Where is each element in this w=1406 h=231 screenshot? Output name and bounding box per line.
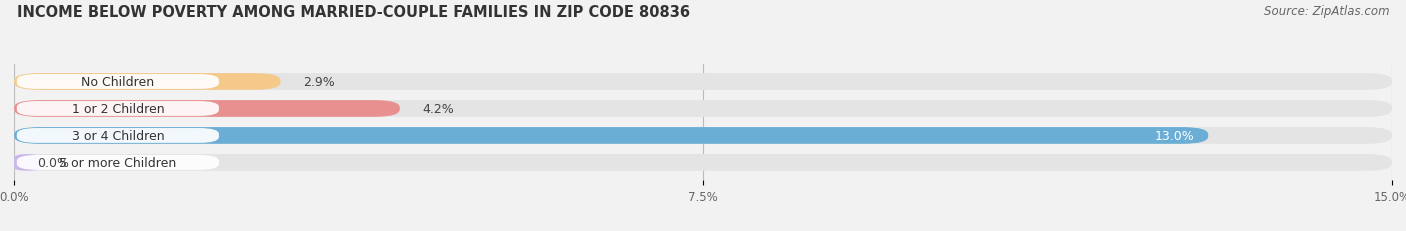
Text: No Children: No Children <box>82 76 155 89</box>
Text: 3 or 4 Children: 3 or 4 Children <box>72 129 165 142</box>
Text: 2.9%: 2.9% <box>304 76 335 89</box>
Text: 0.0%: 0.0% <box>37 156 69 169</box>
FancyBboxPatch shape <box>17 155 219 170</box>
FancyBboxPatch shape <box>14 74 280 91</box>
FancyBboxPatch shape <box>14 128 1208 144</box>
Text: 1 or 2 Children: 1 or 2 Children <box>72 103 165 116</box>
FancyBboxPatch shape <box>17 128 219 143</box>
FancyBboxPatch shape <box>14 154 39 171</box>
Text: INCOME BELOW POVERTY AMONG MARRIED-COUPLE FAMILIES IN ZIP CODE 80836: INCOME BELOW POVERTY AMONG MARRIED-COUPL… <box>17 5 690 20</box>
Text: Source: ZipAtlas.com: Source: ZipAtlas.com <box>1264 5 1389 18</box>
FancyBboxPatch shape <box>14 154 1392 171</box>
FancyBboxPatch shape <box>14 74 1392 91</box>
Text: 4.2%: 4.2% <box>423 103 454 116</box>
FancyBboxPatch shape <box>14 101 1392 117</box>
FancyBboxPatch shape <box>14 128 1392 144</box>
Text: 13.0%: 13.0% <box>1154 129 1195 142</box>
Text: 5 or more Children: 5 or more Children <box>59 156 177 169</box>
FancyBboxPatch shape <box>14 101 399 117</box>
FancyBboxPatch shape <box>17 75 219 90</box>
FancyBboxPatch shape <box>17 102 219 116</box>
